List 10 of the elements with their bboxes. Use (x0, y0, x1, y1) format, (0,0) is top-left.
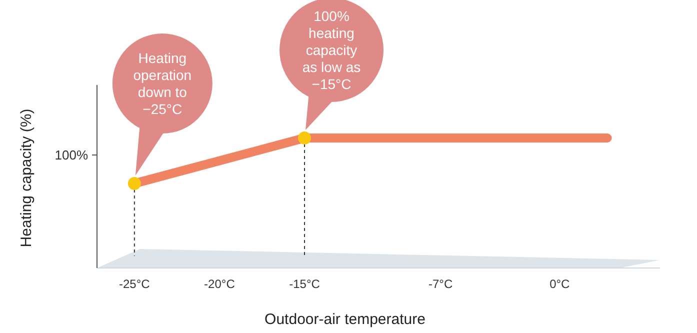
text: Heating operation down to −25°C (133, 50, 192, 117)
x-tick-label: -25°C (119, 277, 150, 291)
x-axis-title: Outdoor-air temperature (264, 311, 426, 328)
x-tick-label: -15°C (289, 277, 320, 291)
x-tick-label: -20°C (204, 277, 236, 291)
text: 100% heating capacity as low as −15°C (302, 8, 361, 92)
x-tick-label: -7°C (428, 277, 453, 291)
text: 100% (54, 148, 88, 163)
x-tick-label: 0°C (550, 277, 570, 291)
y-axis-title: Heating capacity (%) (18, 108, 35, 248)
